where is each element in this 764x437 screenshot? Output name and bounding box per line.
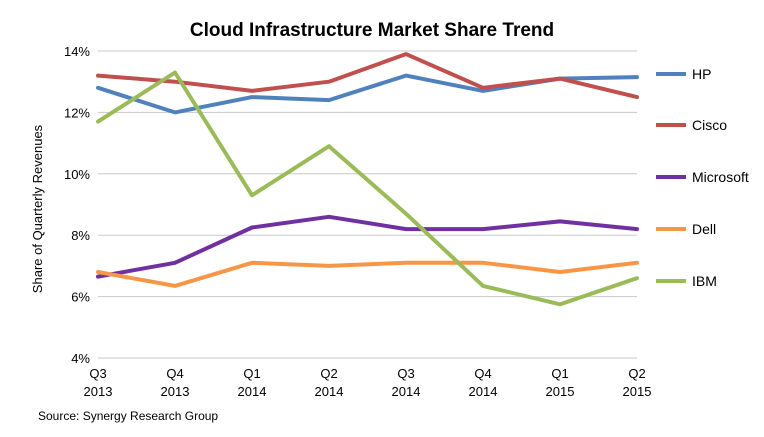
x-tick-label: Q2 xyxy=(628,366,645,381)
x-tick-label: 2013 xyxy=(161,384,190,399)
x-tick-label: 2014 xyxy=(238,384,267,399)
legend-label-cisco: Cisco xyxy=(692,117,727,133)
x-tick-label: Q4 xyxy=(166,366,183,381)
gridlines xyxy=(98,50,637,359)
y-tick-labels: 4% 6% 8% 10% 12% 14% xyxy=(64,44,90,366)
y-axis-title: Share of Quarterly Revenues xyxy=(30,124,45,293)
y-tick-label: 8% xyxy=(71,228,90,243)
series-line-microsoft xyxy=(96,214,639,279)
x-tick-label: 2014 xyxy=(469,384,498,399)
series-lines xyxy=(96,52,639,307)
legend-label-ibm: IBM xyxy=(692,273,717,289)
y-tick-label: 6% xyxy=(71,290,90,305)
y-tick-label: 12% xyxy=(64,105,90,120)
chart-title: Cloud Infrastructure Market Share Trend xyxy=(190,20,554,41)
legend-label-hp: HP xyxy=(692,66,711,82)
y-tick-label: 4% xyxy=(71,351,90,366)
x-tick-label: Q3 xyxy=(89,366,106,381)
x-tick-label: Q4 xyxy=(474,366,491,381)
legend-label-microsoft: Microsoft xyxy=(692,169,749,185)
x-tick-label: Q1 xyxy=(243,366,260,381)
series-line-ibm xyxy=(96,70,639,307)
series-line-dell xyxy=(96,260,639,288)
x-tick-labels: Q3 2013 Q4 2013 Q1 2014 Q2 2014 Q3 2014 Q4 2014 Q1 20… xyxy=(84,366,652,399)
x-tick-label: Q2 xyxy=(320,366,337,381)
x-tick-label: 2014 xyxy=(315,384,344,399)
x-tick-label: Q3 xyxy=(397,366,414,381)
x-tick-label: 2015 xyxy=(546,384,575,399)
x-tick-label: 2015 xyxy=(623,384,652,399)
x-tick-label: 2014 xyxy=(392,384,421,399)
y-tick-label: 14% xyxy=(64,44,90,59)
source-note: Source: Synergy Research Group xyxy=(38,409,218,423)
x-tick-label: Q1 xyxy=(551,366,568,381)
x-tick-label: 2013 xyxy=(84,384,113,399)
series-line-cisco xyxy=(96,52,639,100)
y-tick-label: 10% xyxy=(64,167,90,182)
legend: HP Cisco Microsoft Dell IBM xyxy=(656,66,749,289)
legend-label-dell: Dell xyxy=(692,221,716,237)
